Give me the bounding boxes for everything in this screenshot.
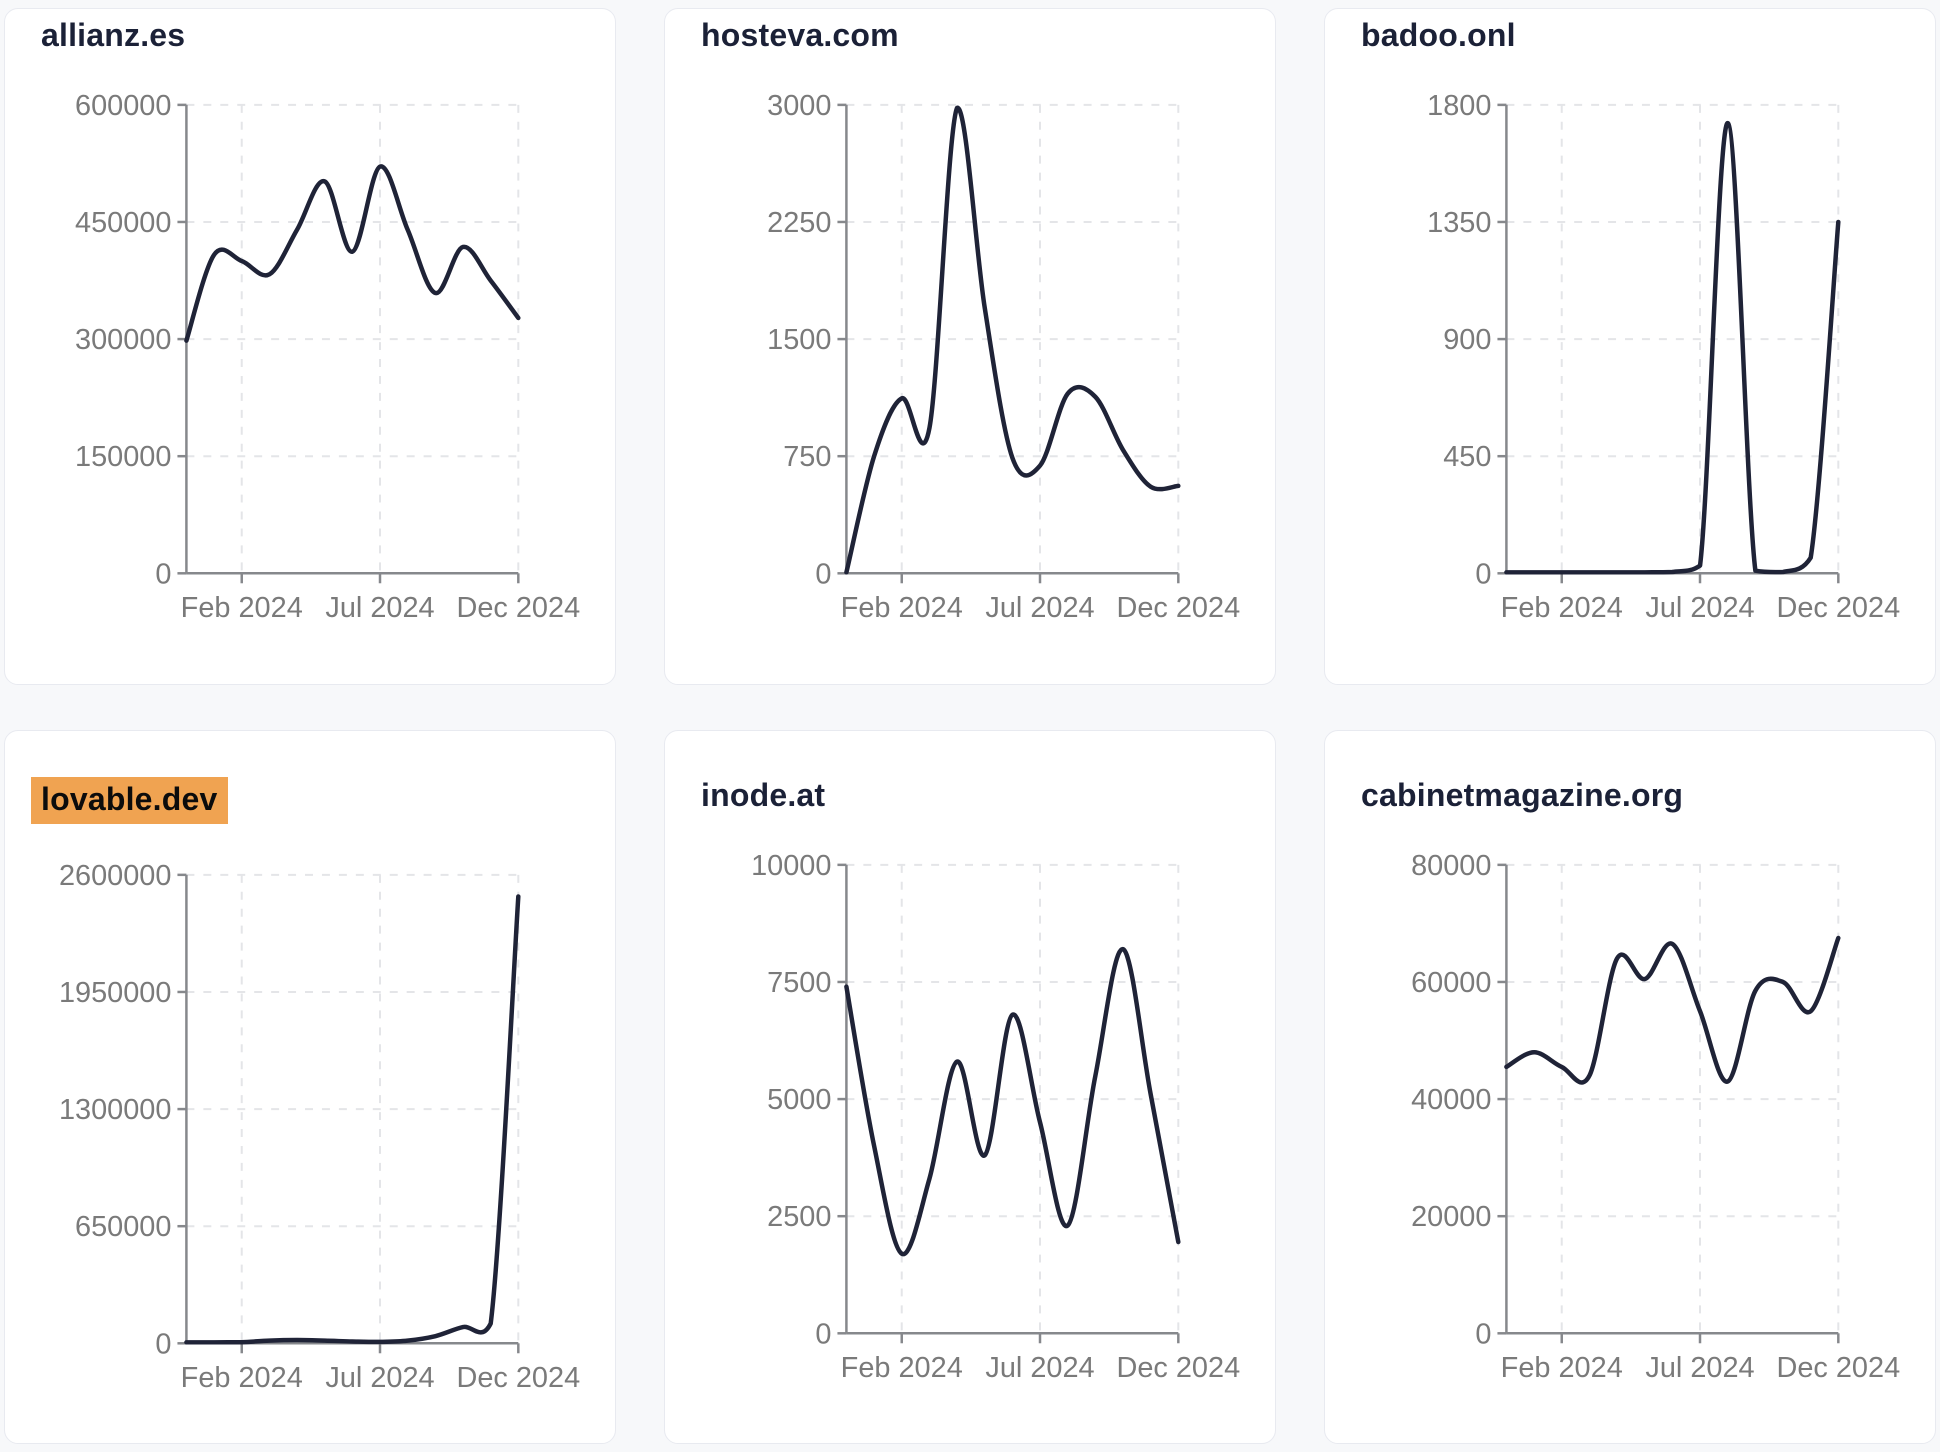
svg-text:150000: 150000: [75, 441, 171, 473]
svg-text:0: 0: [155, 558, 171, 590]
svg-text:Dec 2024: Dec 2024: [456, 1362, 580, 1394]
svg-text:0: 0: [155, 1328, 171, 1360]
domain-title-label: allianz.es: [41, 17, 186, 53]
svg-text:Dec 2024: Dec 2024: [1116, 592, 1240, 624]
card-title[interactable]: hosteva.com: [701, 17, 1275, 54]
svg-text:Feb 2024: Feb 2024: [181, 592, 303, 624]
svg-text:5000: 5000: [767, 1084, 831, 1116]
svg-text:1800: 1800: [1427, 90, 1491, 122]
svg-text:Jul 2024: Jul 2024: [985, 1352, 1094, 1384]
svg-text:80000: 80000: [1411, 850, 1491, 882]
domain-title-label-highlighted: lovable.dev: [31, 777, 228, 824]
svg-text:Dec 2024: Dec 2024: [456, 592, 580, 624]
svg-text:Feb 2024: Feb 2024: [841, 592, 963, 624]
svg-text:2500: 2500: [767, 1201, 831, 1233]
svg-text:450: 450: [1443, 441, 1491, 473]
line-chart: 0 650000 1300000 1950000 2600000 Feb 2024 Jul …: [59, 860, 580, 1394]
svg-text:Jul 2024: Jul 2024: [325, 592, 434, 624]
chart-card-inode-at: inode.at 0 2500 5000 7500 10000 Feb 2024 Jul 2…: [664, 730, 1276, 1444]
card-title[interactable]: lovable.dev: [31, 777, 615, 824]
line-chart: 0 750 1500 2250 3000 Feb 2024 Jul 2024 Dec 2024: [767, 90, 1240, 624]
line-chart: 0 2500 5000 7500 10000 Feb 2024 Jul 2024 Dec 20…: [751, 850, 1240, 1384]
svg-text:600000: 600000: [75, 90, 171, 122]
domain-title-label: hosteva.com: [701, 17, 899, 53]
svg-text:1350: 1350: [1427, 207, 1491, 239]
svg-text:Feb 2024: Feb 2024: [181, 1362, 303, 1394]
domain-title-label: cabinetmagazine.org: [1361, 777, 1684, 813]
card-title[interactable]: allianz.es: [41, 17, 615, 54]
svg-text:1950000: 1950000: [59, 977, 171, 1009]
domain-title-label: badoo.onl: [1361, 17, 1516, 53]
svg-text:Jul 2024: Jul 2024: [1645, 1352, 1754, 1384]
svg-text:0: 0: [815, 558, 831, 590]
chart-card-badoo-onl: badoo.onl 0 450 900 1350 1800 Feb 2024 Jul 202…: [1324, 8, 1936, 685]
svg-text:2600000: 2600000: [59, 860, 171, 892]
svg-text:Feb 2024: Feb 2024: [1501, 592, 1623, 624]
card-title[interactable]: cabinetmagazine.org: [1361, 777, 1935, 814]
line-chart: 0 450 900 1350 1800 Feb 2024 Jul 2024 Dec 2024: [1427, 90, 1900, 624]
card-title[interactable]: badoo.onl: [1361, 17, 1935, 54]
svg-text:1300000: 1300000: [59, 1094, 171, 1126]
svg-text:Feb 2024: Feb 2024: [1501, 1352, 1623, 1384]
svg-text:750: 750: [783, 441, 831, 473]
chart-card-lovable-dev: lovable.dev 0 650000 1300000 1950000 2600000…: [4, 730, 616, 1444]
svg-text:300000: 300000: [75, 324, 171, 356]
svg-text:Jul 2024: Jul 2024: [1645, 592, 1754, 624]
svg-text:Dec 2024: Dec 2024: [1776, 592, 1900, 624]
svg-text:7500: 7500: [767, 967, 831, 999]
svg-text:0: 0: [815, 1318, 831, 1350]
svg-text:650000: 650000: [75, 1211, 171, 1243]
svg-text:Jul 2024: Jul 2024: [985, 592, 1094, 624]
line-chart: 0 150000 300000 450000 600000 Feb 2024 Jul 202…: [75, 90, 580, 624]
card-title[interactable]: inode.at: [701, 777, 1275, 814]
svg-text:Dec 2024: Dec 2024: [1116, 1352, 1240, 1384]
svg-text:3000: 3000: [767, 90, 831, 122]
svg-text:Dec 2024: Dec 2024: [1776, 1352, 1900, 1384]
line-chart: 0 20000 40000 60000 80000 Feb 2024 Jul 2024 Dec…: [1411, 850, 1900, 1384]
svg-text:Jul 2024: Jul 2024: [325, 1362, 434, 1394]
svg-text:20000: 20000: [1411, 1201, 1491, 1233]
svg-text:10000: 10000: [751, 850, 831, 882]
svg-text:1500: 1500: [767, 324, 831, 356]
svg-text:900: 900: [1443, 324, 1491, 356]
svg-text:0: 0: [1475, 1318, 1491, 1350]
domain-title-label: inode.at: [701, 777, 826, 813]
svg-text:0: 0: [1475, 558, 1491, 590]
svg-text:40000: 40000: [1411, 1084, 1491, 1116]
svg-text:450000: 450000: [75, 207, 171, 239]
chart-card-cabinetmagazine-org: cabinetmagazine.org 0 20000 40000 60000 8000…: [1324, 730, 1936, 1444]
chart-card-allianz-es: allianz.es 0 150000 300000 450000 600000 Feb …: [4, 8, 616, 685]
svg-text:60000: 60000: [1411, 967, 1491, 999]
svg-text:2250: 2250: [767, 207, 831, 239]
svg-text:Feb 2024: Feb 2024: [841, 1352, 963, 1384]
chart-card-hosteva-com: hosteva.com 0 750 1500 2250 3000 Feb 2024 Jul …: [664, 8, 1276, 685]
